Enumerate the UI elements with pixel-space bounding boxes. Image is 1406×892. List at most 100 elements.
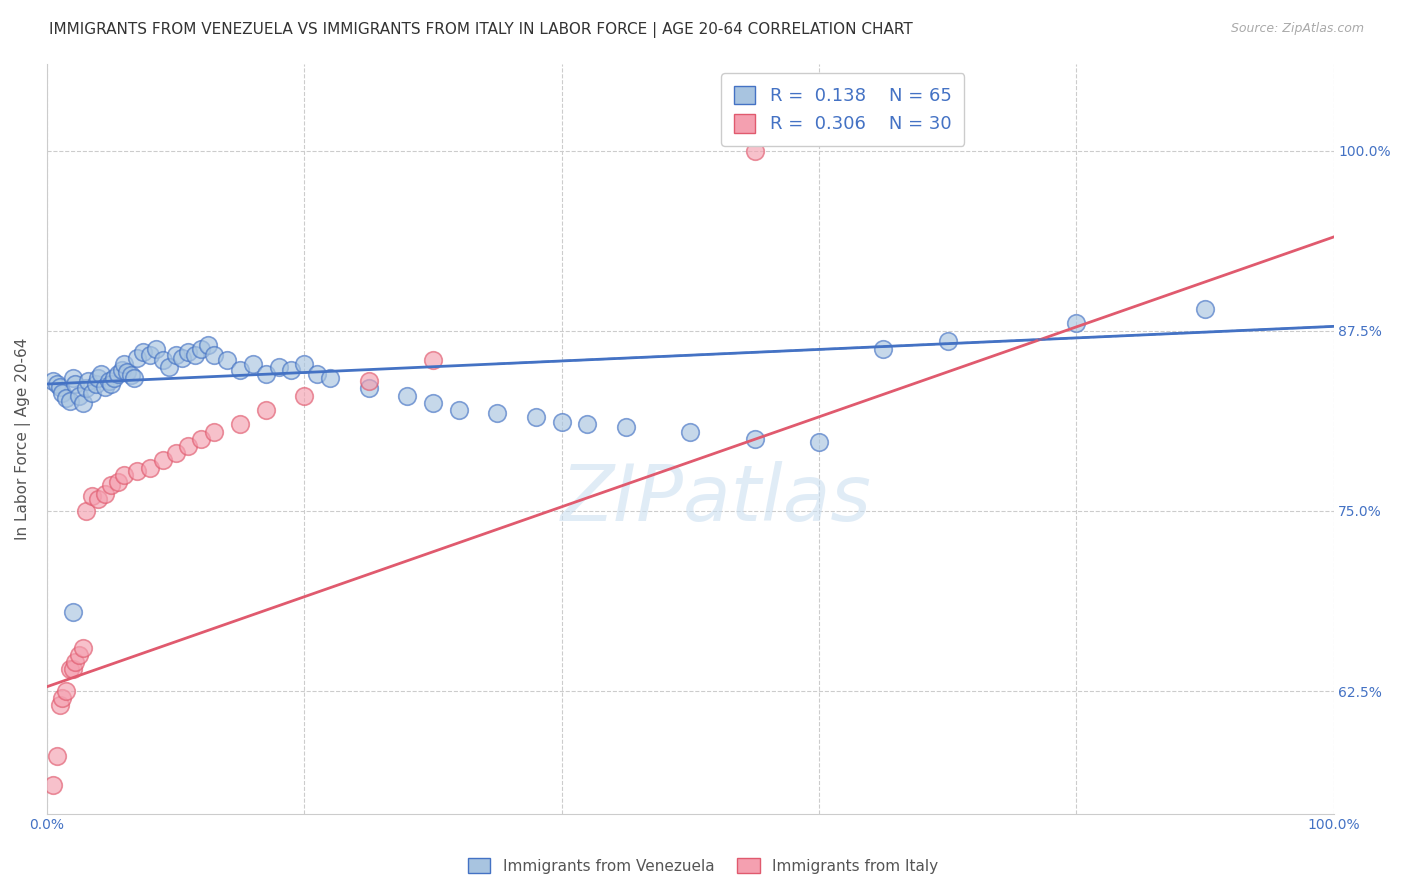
Point	[62, 371, 84, 385]
Point	[292, 357, 315, 371]
Point	[170, 351, 193, 365]
Point	[936, 334, 959, 348]
Point	[100, 478, 122, 492]
Point	[80, 490, 103, 504]
Point	[307, 367, 329, 381]
Point	[447, 403, 470, 417]
Point	[72, 640, 94, 655]
Point	[46, 377, 69, 392]
Point	[112, 467, 135, 482]
Text: Source: ZipAtlas.com: Source: ZipAtlas.com	[1230, 22, 1364, 36]
Text: IMMIGRANTS FROM VENEZUELA VS IMMIGRANTS FROM ITALY IN LABOR FORCE | AGE 20-64 CO: IMMIGRANTS FROM VENEZUELA VS IMMIGRANTS …	[49, 22, 912, 38]
Point	[422, 396, 444, 410]
Point	[280, 362, 302, 376]
Point	[396, 388, 419, 402]
Point	[42, 374, 65, 388]
Point	[46, 748, 69, 763]
Point	[229, 417, 252, 432]
Point	[49, 698, 72, 713]
Point	[125, 351, 148, 365]
Point	[319, 371, 342, 385]
Point	[94, 486, 117, 500]
Point	[55, 392, 77, 406]
Point	[190, 432, 212, 446]
Point	[145, 343, 167, 357]
Point	[42, 778, 65, 792]
Point	[157, 359, 180, 374]
Point	[744, 144, 766, 158]
Point	[120, 368, 142, 383]
Point	[139, 348, 162, 362]
Point	[65, 377, 87, 392]
Point	[49, 380, 72, 394]
Point	[115, 366, 138, 380]
Point	[97, 374, 120, 388]
Point	[807, 434, 830, 449]
Point	[254, 367, 277, 381]
Legend: R =  0.138    N = 65, R =  0.306    N = 30: R = 0.138 N = 65, R = 0.306 N = 30	[721, 73, 965, 146]
Point	[94, 380, 117, 394]
Point	[576, 417, 599, 432]
Point	[55, 684, 77, 698]
Point	[152, 453, 174, 467]
Point	[62, 662, 84, 676]
Point	[486, 406, 509, 420]
Point	[87, 492, 110, 507]
Point	[1064, 317, 1087, 331]
Point	[184, 348, 207, 362]
Point	[103, 371, 125, 385]
Point	[132, 345, 155, 359]
Point	[242, 357, 264, 371]
Point	[550, 415, 572, 429]
Point	[254, 403, 277, 417]
Point	[112, 357, 135, 371]
Point	[107, 367, 129, 381]
Point	[177, 439, 200, 453]
Point	[872, 343, 894, 357]
Point	[152, 352, 174, 367]
Point	[357, 381, 380, 395]
Point	[80, 385, 103, 400]
Point	[75, 381, 97, 395]
Point	[75, 504, 97, 518]
Point	[679, 425, 702, 439]
Point	[77, 374, 100, 388]
Point	[84, 377, 107, 392]
Point	[292, 388, 315, 402]
Point	[72, 396, 94, 410]
Point	[267, 359, 290, 374]
Point	[100, 377, 122, 392]
Point	[197, 338, 219, 352]
Point	[217, 352, 239, 367]
Point	[65, 655, 87, 669]
Y-axis label: In Labor Force | Age 20-64: In Labor Force | Age 20-64	[15, 337, 31, 540]
Point	[59, 662, 82, 676]
Point	[87, 371, 110, 385]
Point	[229, 362, 252, 376]
Point	[59, 394, 82, 409]
Point	[165, 348, 187, 362]
Point	[67, 388, 90, 402]
Point	[357, 374, 380, 388]
Point	[67, 648, 90, 662]
Point	[125, 463, 148, 477]
Point	[614, 420, 637, 434]
Point	[110, 362, 132, 376]
Point	[190, 343, 212, 357]
Point	[524, 410, 547, 425]
Point	[165, 446, 187, 460]
Point	[51, 691, 73, 706]
Point	[51, 385, 73, 400]
Point	[90, 367, 112, 381]
Point	[422, 352, 444, 367]
Point	[139, 460, 162, 475]
Point	[107, 475, 129, 489]
Text: ZIPatlas: ZIPatlas	[561, 461, 872, 537]
Legend: Immigrants from Venezuela, Immigrants from Italy: Immigrants from Venezuela, Immigrants fr…	[461, 852, 945, 880]
Point	[124, 371, 146, 385]
Point	[202, 425, 225, 439]
Point	[62, 605, 84, 619]
Point	[202, 348, 225, 362]
Point	[744, 432, 766, 446]
Point	[177, 345, 200, 359]
